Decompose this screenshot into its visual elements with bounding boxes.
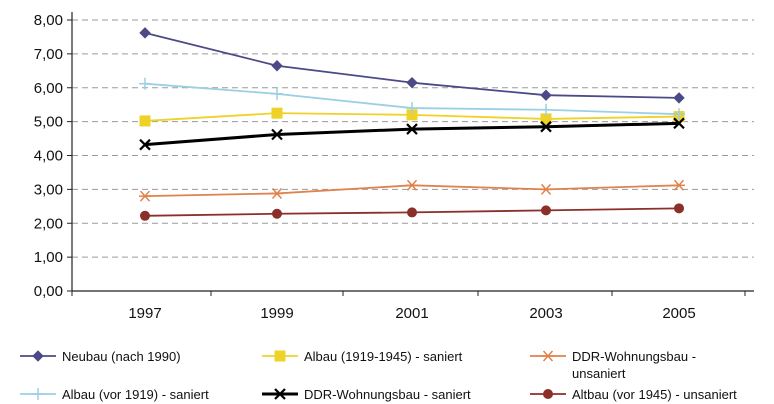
legend-entry: Albau (vor 1919) - saniert	[20, 387, 209, 402]
y-tick-label: 5,00	[34, 114, 63, 131]
y-tick-label: 3,00	[34, 181, 63, 198]
x-tick-label: 2003	[529, 305, 562, 322]
x-tick-label: 1997	[128, 305, 161, 322]
legend-entry: Altbau (vor 1945) - unsaniert	[530, 387, 737, 402]
data-point	[271, 187, 283, 199]
series-line	[144, 184, 680, 198]
legend-label-cont: unsaniert	[572, 366, 626, 381]
y-tick-label: 7,00	[34, 46, 63, 63]
series-4	[139, 117, 685, 151]
data-point	[674, 203, 684, 214]
data-point	[673, 108, 685, 121]
series-3	[139, 77, 685, 121]
data-point	[406, 76, 418, 89]
y-tick-label: 6,00	[34, 80, 63, 97]
legend: Neubau (nach 1990) Albau (1919-1945) - sa…	[20, 349, 737, 402]
series-2	[139, 179, 685, 202]
legend-marker	[542, 350, 554, 362]
data-point	[541, 205, 551, 216]
legend-label: Albau (1919-1945) - saniert	[304, 349, 463, 364]
data-point	[139, 190, 151, 202]
data-point	[673, 179, 685, 191]
legend-label: Altbau (vor 1945) - unsaniert	[572, 387, 737, 402]
data-point	[540, 103, 552, 116]
data-point	[406, 123, 418, 135]
legend-marker	[274, 388, 286, 400]
data-point	[271, 107, 283, 119]
legend-label: DDR-Wohnungsbau - saniert	[304, 387, 471, 402]
x-tick-label: 2001	[395, 305, 428, 322]
data-point	[139, 27, 151, 39]
series-5	[140, 203, 684, 221]
series-line	[144, 121, 680, 147]
data-point	[140, 210, 150, 221]
y-tick-label: 2,00	[34, 215, 63, 232]
data-point	[406, 179, 418, 191]
legend-marker	[274, 350, 286, 362]
series-0	[139, 27, 685, 104]
legend-entry: Neubau (nach 1990)	[20, 349, 181, 364]
legend-entry: Albau (1919-1945) - saniert	[262, 349, 463, 364]
data-point	[271, 60, 283, 72]
y-tick-label: 0,00	[34, 283, 63, 300]
legend-entry: DDR-Wohnungsbau - unsaniert	[530, 349, 696, 381]
data-point	[139, 138, 151, 151]
legend-entry: DDR-Wohnungsbau - saniert	[262, 387, 471, 402]
legend-marker	[543, 389, 553, 399]
legend-label: DDR-Wohnungsbau -	[572, 349, 696, 364]
data-point	[139, 77, 151, 90]
data-point	[271, 128, 283, 141]
legend-marker	[32, 350, 44, 362]
y-tick-label: 4,00	[34, 148, 63, 165]
data-point	[673, 117, 685, 130]
data-point	[271, 87, 283, 100]
data-point	[673, 92, 685, 104]
data-point	[406, 109, 418, 121]
x-tick-label: 1999	[260, 305, 293, 322]
data-point	[540, 120, 552, 133]
x-tick-label: 2005	[662, 305, 695, 322]
y-tick-label: 1,00	[34, 249, 63, 266]
legend-marker	[32, 388, 44, 400]
data-point	[139, 115, 151, 127]
legend-label: Neubau (nach 1990)	[62, 349, 181, 364]
data-point	[407, 207, 417, 218]
y-tick-label: 8,00	[34, 12, 63, 29]
data-point	[540, 183, 552, 195]
data-point	[540, 89, 552, 101]
data-point	[540, 113, 552, 125]
data-point	[406, 102, 418, 115]
legend-label: Albau (vor 1919) - saniert	[62, 387, 209, 402]
data-point	[272, 208, 282, 219]
